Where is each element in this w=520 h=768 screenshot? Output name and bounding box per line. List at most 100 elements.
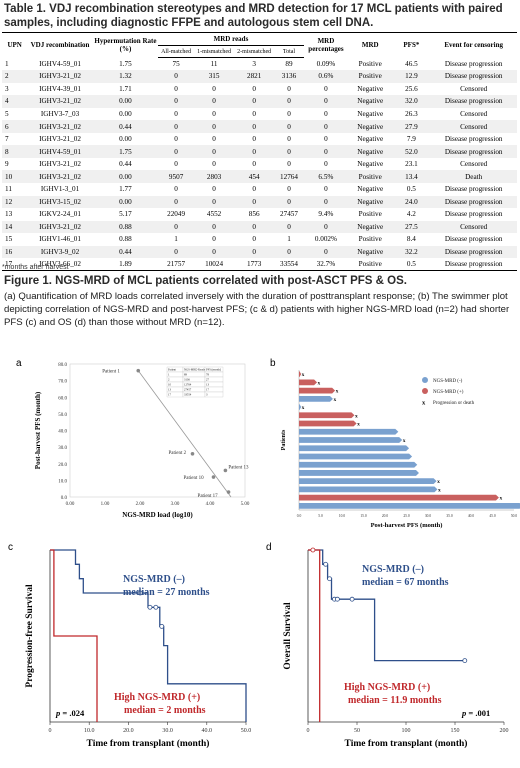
x-tick-label: 200 — [500, 728, 509, 734]
cell-all-matched: 0 — [158, 70, 195, 83]
x-axis-label: Post-harvest PFS (month) — [371, 522, 443, 529]
cell-two-mismatched: 0 — [234, 245, 275, 259]
point-label: Patient 10 — [184, 476, 205, 481]
x-tick-label: 10.0 — [84, 728, 95, 734]
legend-negative-median: median = 27 months — [123, 587, 210, 598]
cell-all-matched: 9507 — [158, 170, 195, 183]
cell-one-mismatched: 315 — [194, 70, 235, 83]
event-marker: x — [336, 389, 339, 395]
swimmer-plot: xxxxxxxxxxxx0.05.010.015.020.025.030.035… — [281, 370, 520, 529]
col-mrd: MRD — [348, 32, 393, 58]
cell-hyper: 0.00 — [92, 95, 159, 108]
cell-pfs: 32.0 — [392, 95, 431, 108]
cell-all-matched: 0 — [158, 82, 195, 96]
data-point — [223, 468, 228, 473]
cell-one-mismatched: 0 — [194, 107, 235, 121]
cell-one-mismatched: 4552 — [194, 208, 235, 221]
x-tick-label: 20.0 — [123, 728, 133, 734]
cell-upn: 14 — [2, 220, 28, 234]
inset-cell: PFS (month) — [206, 368, 221, 372]
legend-positive-name: High NGS-MRD (+) — [114, 692, 200, 703]
cell-total: 0 — [274, 195, 304, 209]
cell-one-mismatched: 0 — [194, 195, 235, 209]
swimmer-bar — [299, 428, 399, 435]
cell-hyper: 1.89 — [92, 258, 159, 272]
cell-event: Censored — [430, 157, 517, 171]
event-marker: x — [499, 496, 502, 502]
cell-mrd: Negative — [348, 95, 393, 108]
cell-mrd: Positive — [348, 258, 393, 272]
x-tick-label: 0 — [307, 728, 310, 734]
inset-cell: 78 — [206, 373, 209, 377]
x-tick-label: 150 — [451, 728, 460, 734]
y-tick-label: 80.0 — [58, 363, 67, 368]
x-tick-label: 30.0 — [425, 514, 431, 518]
cell-pfs: 27.5 — [392, 220, 431, 234]
cell-two-mismatched: 3 — [234, 57, 275, 71]
x-tick-label: 1.00 — [101, 502, 110, 507]
y-tick-label: 70.0 — [58, 380, 67, 385]
censor-mark — [159, 623, 165, 629]
cell-pfs: 32.2 — [392, 245, 431, 259]
scatter-chart-mrd-pfs: 0.0 10.0 20.0 30.0 40.0 50.0 60.0 70.0 80.0 0.00 1… — [34, 363, 250, 519]
km-curve-positive — [50, 549, 98, 722]
cell-total: 0 — [274, 132, 304, 146]
cell-total: 0 — [274, 145, 304, 158]
table-row: 7 IGHV3-21_02 0.00 0 0 0 0 0 Negative 7.9 Disease … — [2, 132, 517, 146]
cell-one-mismatched: 0 — [194, 82, 235, 96]
cell-vdj: IGHV3-21_02 — [27, 157, 93, 171]
x-tick-label: 0 — [49, 728, 52, 734]
cell-two-mismatched: 0 — [234, 157, 275, 171]
p-value: p = .024 — [55, 708, 85, 718]
cell-upn: 9 — [2, 157, 28, 171]
y-tick-label: 30.0 — [58, 446, 67, 451]
cell-vdj: IGHV3-66_02 — [27, 258, 93, 272]
inset-cell: 1 — [168, 373, 170, 377]
cell-vdj: IGHV4-59_01 — [27, 57, 93, 71]
cell-total: 12764 — [274, 170, 304, 183]
cell-two-mismatched: 856 — [234, 208, 275, 221]
cell-event: Censored — [430, 220, 517, 234]
cell-total: 0 — [274, 245, 304, 259]
x-tick-label: 40.0 — [202, 728, 213, 734]
cell-hyper: 0.00 — [92, 107, 159, 121]
col-all-matched: All-matched — [158, 45, 195, 58]
cell-mrd-pct: 0 — [303, 132, 349, 146]
cell-event: Disease progression — [430, 208, 517, 221]
cell-pfs: 8.4 — [392, 233, 431, 246]
event-marker: x — [438, 487, 441, 493]
x-tick-label: 50.0 — [511, 514, 517, 518]
cell-mrd: Negative — [348, 245, 393, 259]
cell-hyper: 0.44 — [92, 245, 159, 259]
y-tick-label: 0.0 — [61, 496, 68, 501]
cell-mrd-pct: 0.6% — [303, 70, 349, 83]
cell-all-matched: 21757 — [158, 258, 195, 272]
swimmer-bar — [299, 420, 357, 427]
cell-total: 0 — [274, 107, 304, 121]
cell-mrd: Positive — [348, 57, 393, 71]
swimmer-bar — [299, 503, 520, 509]
swimmer-bar — [299, 412, 355, 419]
y-tick-label: 50.0 — [58, 413, 67, 418]
inset-cell: 17 — [168, 393, 171, 397]
x-axis-label: Time from transplant (month) — [345, 738, 468, 749]
cell-one-mismatched: 0 — [194, 95, 235, 108]
event-marker: x — [357, 422, 360, 428]
cell-all-matched: 0 — [158, 220, 195, 234]
cell-pfs: 12.9 — [392, 70, 431, 83]
cell-hyper: 0.44 — [92, 157, 159, 171]
event-marker: x — [437, 479, 440, 485]
cell-vdj: IGHV3-21_02 — [27, 132, 93, 146]
cell-mrd: Negative — [348, 145, 393, 158]
point-label: Patient 2 — [169, 451, 187, 456]
table-row: 12 IGHV3-15_02 0.00 0 0 0 0 0 Negative 24.0 Diseas… — [2, 195, 517, 209]
swimmer-bar — [299, 470, 419, 476]
censor-mark — [310, 547, 316, 553]
col-total: Total — [274, 45, 304, 58]
cell-pfs: 27.9 — [392, 120, 431, 133]
cell-pfs: 23.1 — [392, 157, 431, 171]
x-axis-label: Time from transplant (month) — [87, 738, 210, 749]
cell-one-mismatched: 0 — [194, 157, 235, 171]
event-marker: x — [302, 372, 305, 378]
cell-event: Disease progression — [430, 258, 517, 272]
